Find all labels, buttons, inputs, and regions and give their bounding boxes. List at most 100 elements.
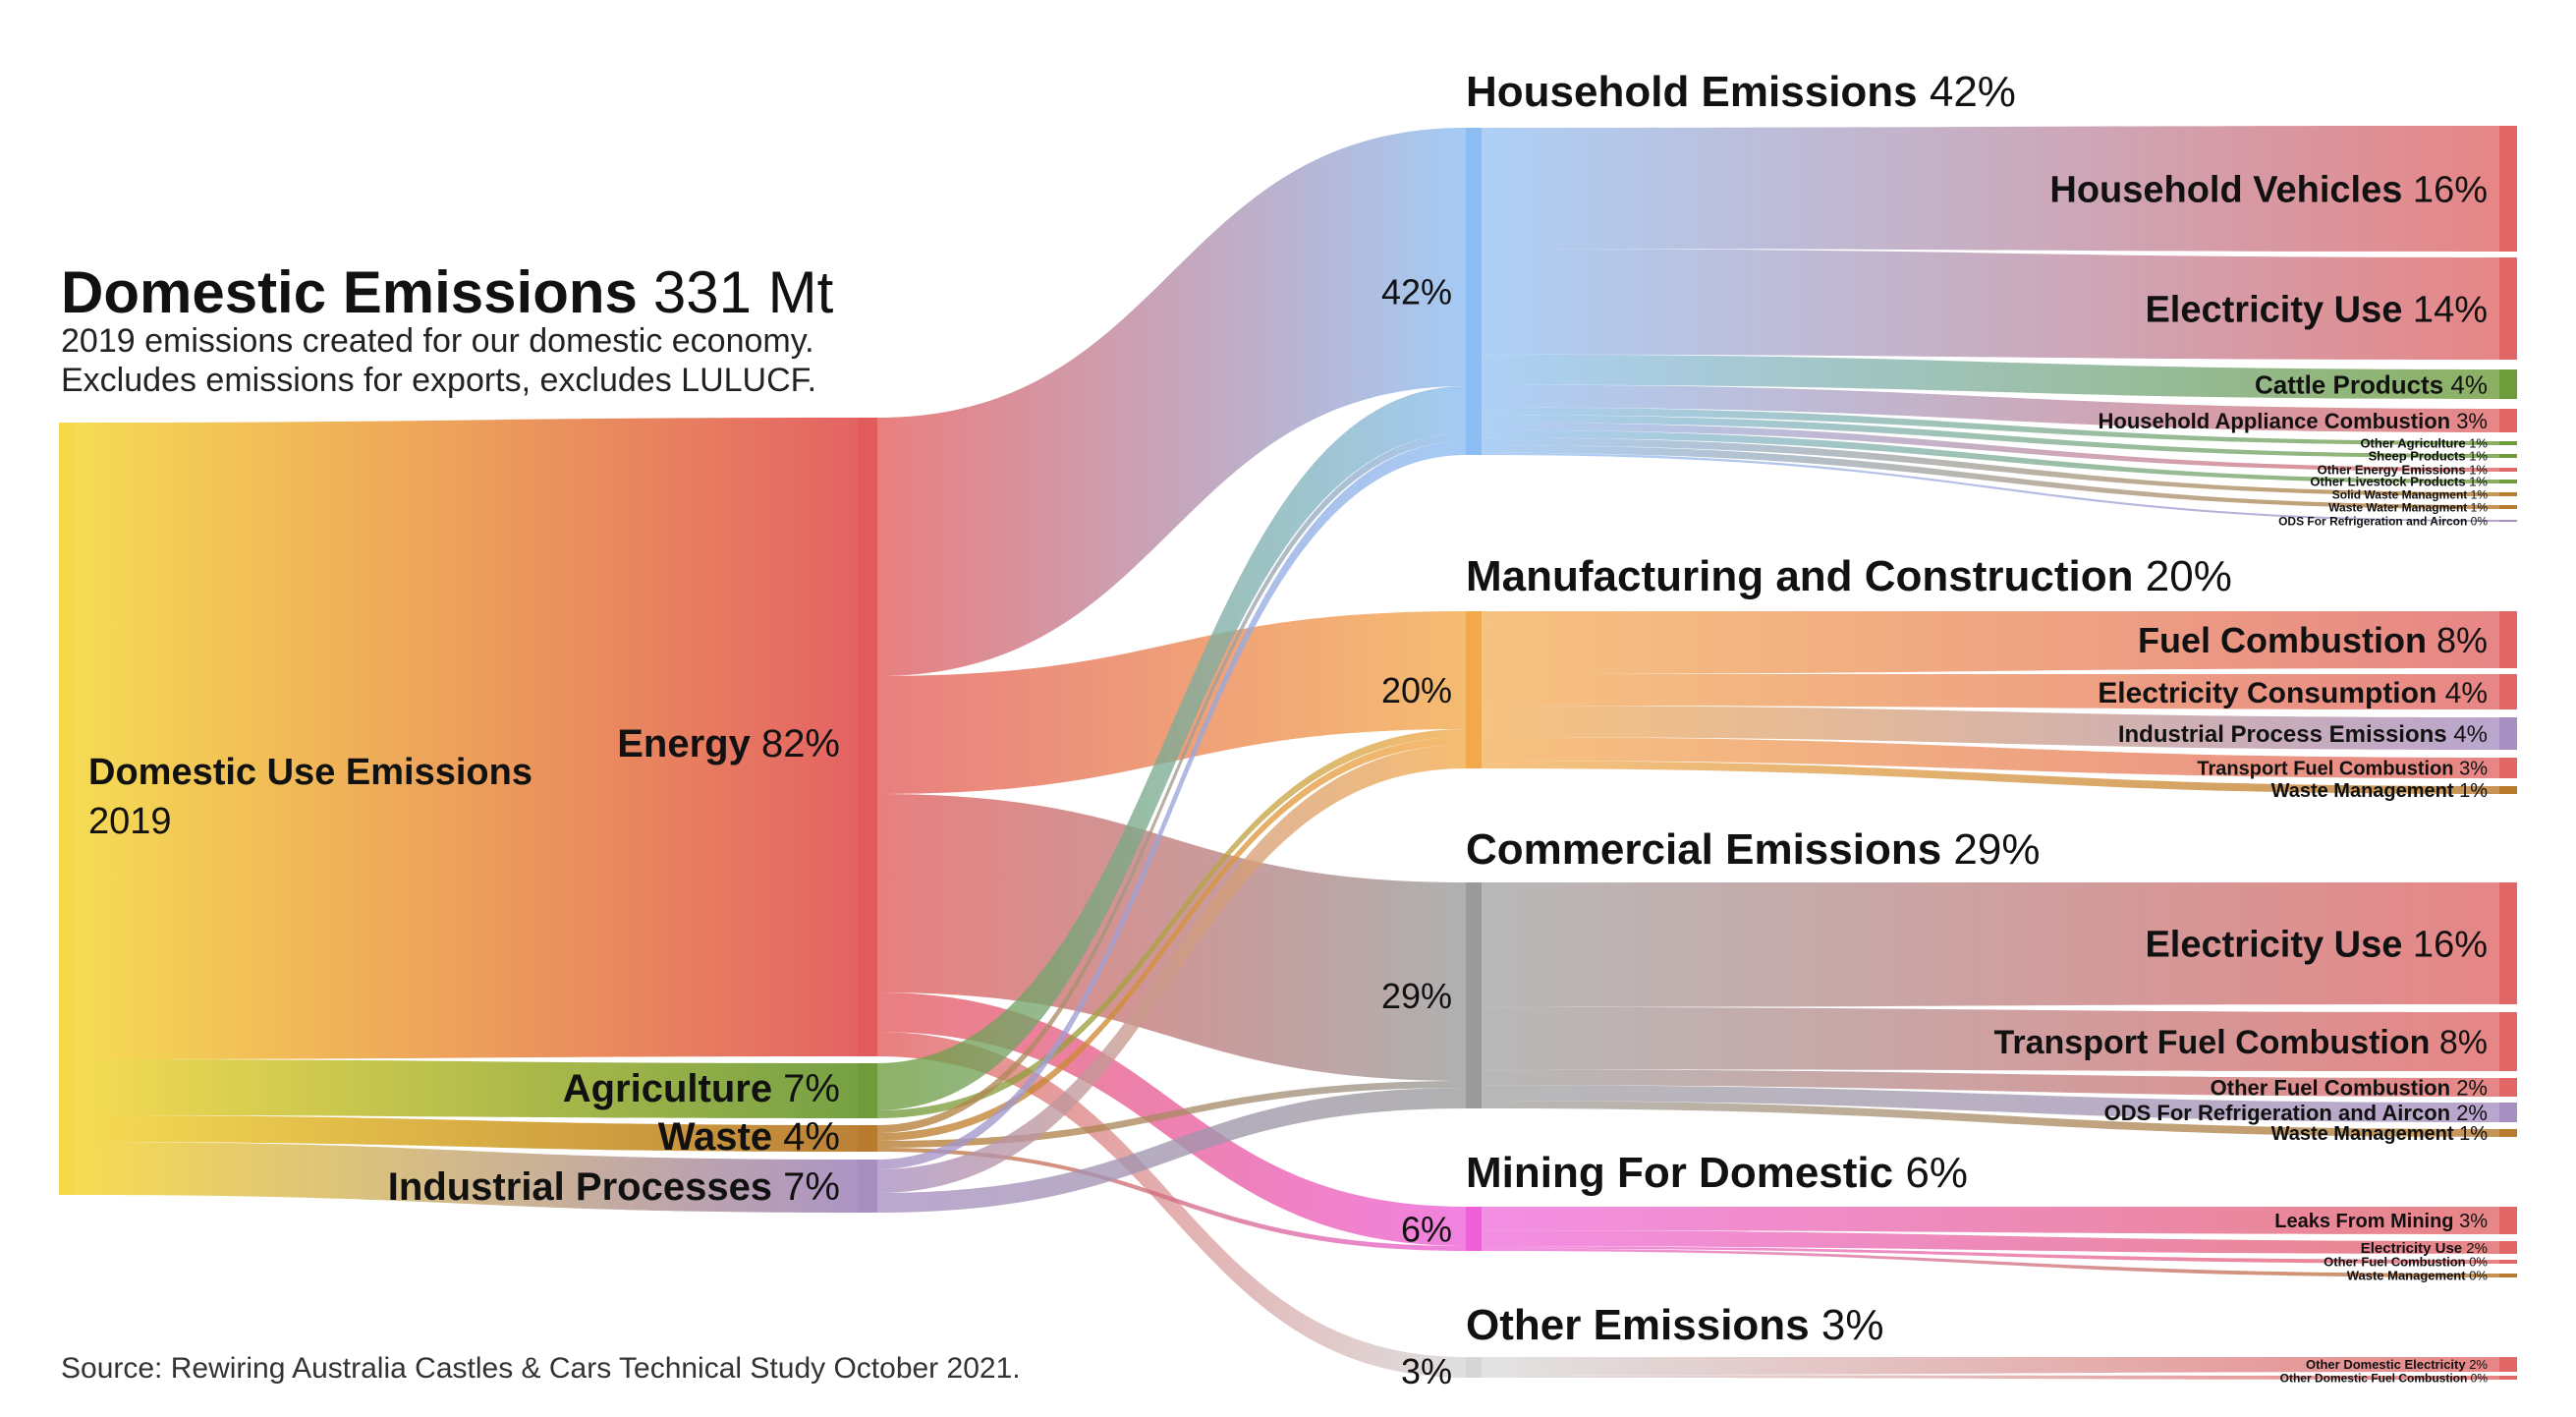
sector-pct-manufacturing: 20% bbox=[1381, 670, 1452, 710]
flow-commercial-leaf-2 bbox=[1482, 1069, 2499, 1097]
leaf-node-commercial-3 bbox=[2499, 1103, 2517, 1122]
leaf-node-household-0 bbox=[2499, 126, 2517, 252]
leaf-node-other-0 bbox=[2499, 1357, 2517, 1372]
flow-waste-to-household bbox=[877, 433, 1466, 1133]
leaf-node-mining-1 bbox=[2499, 1241, 2517, 1254]
flow-manufacturing-leaf-2 bbox=[1482, 706, 2499, 750]
flow-industrial-to-household bbox=[877, 441, 1466, 1169]
root-label: Domestic Use Emissions 2019 bbox=[88, 752, 532, 842]
leaf-label-commercial-4: Waste Management 1% bbox=[2271, 1123, 2489, 1145]
sector-node-mining bbox=[1466, 1207, 1482, 1251]
flow-layer bbox=[75, 126, 2499, 1380]
leaf-label-commercial-2: Other Fuel Combustion 2% bbox=[2211, 1075, 2488, 1100]
flow-manufacturing-leaf-3 bbox=[1482, 737, 2499, 778]
flow-manufacturing-leaf-0 bbox=[1482, 611, 2499, 674]
leaf-node-household-1 bbox=[2499, 257, 2517, 360]
flow-mining-leaf-3 bbox=[1482, 1248, 2499, 1277]
flow-household-leaf-5 bbox=[1482, 415, 2499, 458]
flow-waste-to-manufacturing bbox=[877, 737, 1466, 1141]
leaf-label-manufacturing-2: Industrial Process Emissions 4% bbox=[2118, 721, 2488, 748]
flow-commercial-leaf-0 bbox=[1482, 882, 2499, 1007]
leaf-label-commercial-1: Transport Fuel Combustion 8% bbox=[1994, 1024, 2489, 1061]
source-label-waste: Waste 4% bbox=[658, 1115, 840, 1159]
flow-energy-to-mining bbox=[877, 992, 1466, 1246]
root-label-value: 2019 bbox=[88, 801, 172, 842]
leaf-label-other-0: Other Domestic Electricity 2% bbox=[2306, 1357, 2488, 1372]
leaf-label-manufacturing-0: Fuel Combustion 8% bbox=[2138, 620, 2488, 660]
sector-heading-household: Household Emissions 42% bbox=[1466, 68, 2016, 116]
sector-node-household bbox=[1466, 128, 1482, 455]
leaf-node-manufacturing-3 bbox=[2499, 758, 2517, 778]
flow-commercial-leaf-1 bbox=[1482, 1006, 2499, 1071]
flow-energy-to-other bbox=[877, 1032, 1466, 1378]
sector-pct-commercial: 29% bbox=[1381, 976, 1452, 1016]
flow-household-leaf-6 bbox=[1482, 422, 2499, 472]
source-label-agriculture: Agriculture 7% bbox=[563, 1067, 840, 1110]
leaf-label-household-10: ODS For Refrigeration and Aircon 0% bbox=[2278, 514, 2488, 528]
sector-heading-other: Other Emissions 3% bbox=[1466, 1301, 1884, 1349]
chart-subtitle-line2: Excludes emissions for exports, excludes… bbox=[61, 362, 816, 399]
flow-energy-to-manufacturing bbox=[877, 611, 1466, 794]
leaf-label-household-3: Household Appliance Combustion 3% bbox=[2099, 409, 2488, 433]
chart-header: Domestic Emissions 331 Mt 2019 emissions … bbox=[61, 259, 834, 399]
source-note: Source: Rewiring Australia Castles & Car… bbox=[61, 1352, 1021, 1385]
source-node-waste bbox=[858, 1125, 877, 1152]
source-node-energy bbox=[858, 418, 877, 1056]
sector-node-commercial bbox=[1466, 882, 1482, 1108]
chart-title: Domestic Emissions bbox=[61, 259, 638, 325]
leaf-label-household-8: Solid Waste Managment 1% bbox=[2332, 487, 2489, 501]
sector-node-other bbox=[1466, 1357, 1482, 1378]
flow-household-leaf-8 bbox=[1482, 437, 2499, 496]
leaf-node-commercial-2 bbox=[2499, 1078, 2517, 1097]
flow-manufacturing-leaf-1 bbox=[1482, 674, 2499, 709]
sector-pct-other: 3% bbox=[1401, 1351, 1452, 1391]
flow-waste-to-mining bbox=[877, 1148, 1466, 1251]
leaf-node-commercial-4 bbox=[2499, 1129, 2517, 1137]
sector-heading-mining: Mining For Domestic 6% bbox=[1466, 1149, 1968, 1197]
sector-heading-commercial: Commercial Emissions 29% bbox=[1466, 825, 2041, 874]
leaf-label-commercial-3: ODS For Refrigeration and Aircon 2% bbox=[2104, 1101, 2488, 1125]
leaf-label-mining-2: Other Fuel Combustion 0% bbox=[2324, 1255, 2488, 1270]
leaf-node-household-3 bbox=[2499, 409, 2517, 432]
leaf-node-commercial-1 bbox=[2499, 1012, 2517, 1071]
sector-pct-household: 42% bbox=[1381, 272, 1452, 312]
leaf-node-household-5 bbox=[2499, 454, 2517, 458]
leaf-node-household-4 bbox=[2499, 441, 2517, 445]
leaf-label-other-1: Other Domestic Fuel Combustion 0% bbox=[2280, 1371, 2489, 1385]
source-label-energy: Energy 82% bbox=[617, 722, 840, 765]
flow-mining-leaf-0 bbox=[1482, 1207, 2499, 1234]
flow-other-leaf-1 bbox=[1482, 1375, 2499, 1380]
leaf-node-mining-2 bbox=[2499, 1260, 2517, 1264]
source-node-agriculture bbox=[858, 1063, 877, 1118]
flow-household-leaf-0 bbox=[1482, 126, 2499, 252]
root-label-bold: Domestic Use Emissions bbox=[88, 752, 532, 793]
flow-root-to-waste bbox=[75, 1115, 858, 1152]
chart-subtitle-line1: 2019 emissions created for our domestic … bbox=[61, 322, 814, 360]
flow-household-leaf-3 bbox=[1482, 384, 2499, 432]
leaf-label-mining-0: Leaks From Mining 3% bbox=[2274, 1211, 2488, 1232]
flow-manufacturing-leaf-4 bbox=[1482, 761, 2499, 794]
leaf-node-other-1 bbox=[2499, 1376, 2517, 1380]
leaf-label-household-9: Waste Water Managment 1% bbox=[2328, 500, 2488, 514]
flow-root-to-industrial bbox=[75, 1142, 858, 1213]
flow-household-leaf-2 bbox=[1482, 354, 2499, 399]
leaf-label-household-6: Other Energy Emissions 1% bbox=[2318, 463, 2489, 478]
leaf-label-household-0: Household Vehicles 16% bbox=[2049, 170, 2488, 211]
leaf-node-household-9 bbox=[2499, 505, 2517, 509]
sector-node-manufacturing bbox=[1466, 611, 1482, 768]
flow-root-to-energy bbox=[75, 418, 858, 1059]
leaf-node-manufacturing-0 bbox=[2499, 611, 2517, 668]
flow-household-leaf-4 bbox=[1482, 407, 2499, 445]
label-layer: Household Vehicles 16% Electricity Use 14… bbox=[388, 68, 2489, 1391]
leaf-node-manufacturing-4 bbox=[2499, 786, 2517, 794]
flow-household-leaf-7 bbox=[1482, 429, 2499, 483]
source-node-industrial bbox=[858, 1160, 877, 1213]
leaf-label-household-5: Sheep Products 1% bbox=[2369, 449, 2489, 464]
leaf-label-household-1: Electricity Use 14% bbox=[2145, 290, 2488, 331]
root-node-bar bbox=[59, 423, 75, 1195]
flow-mining-leaf-2 bbox=[1482, 1246, 2499, 1264]
flow-energy-to-household bbox=[877, 128, 1466, 676]
leaf-label-household-4: Other Agriculture 1% bbox=[2360, 436, 2488, 451]
